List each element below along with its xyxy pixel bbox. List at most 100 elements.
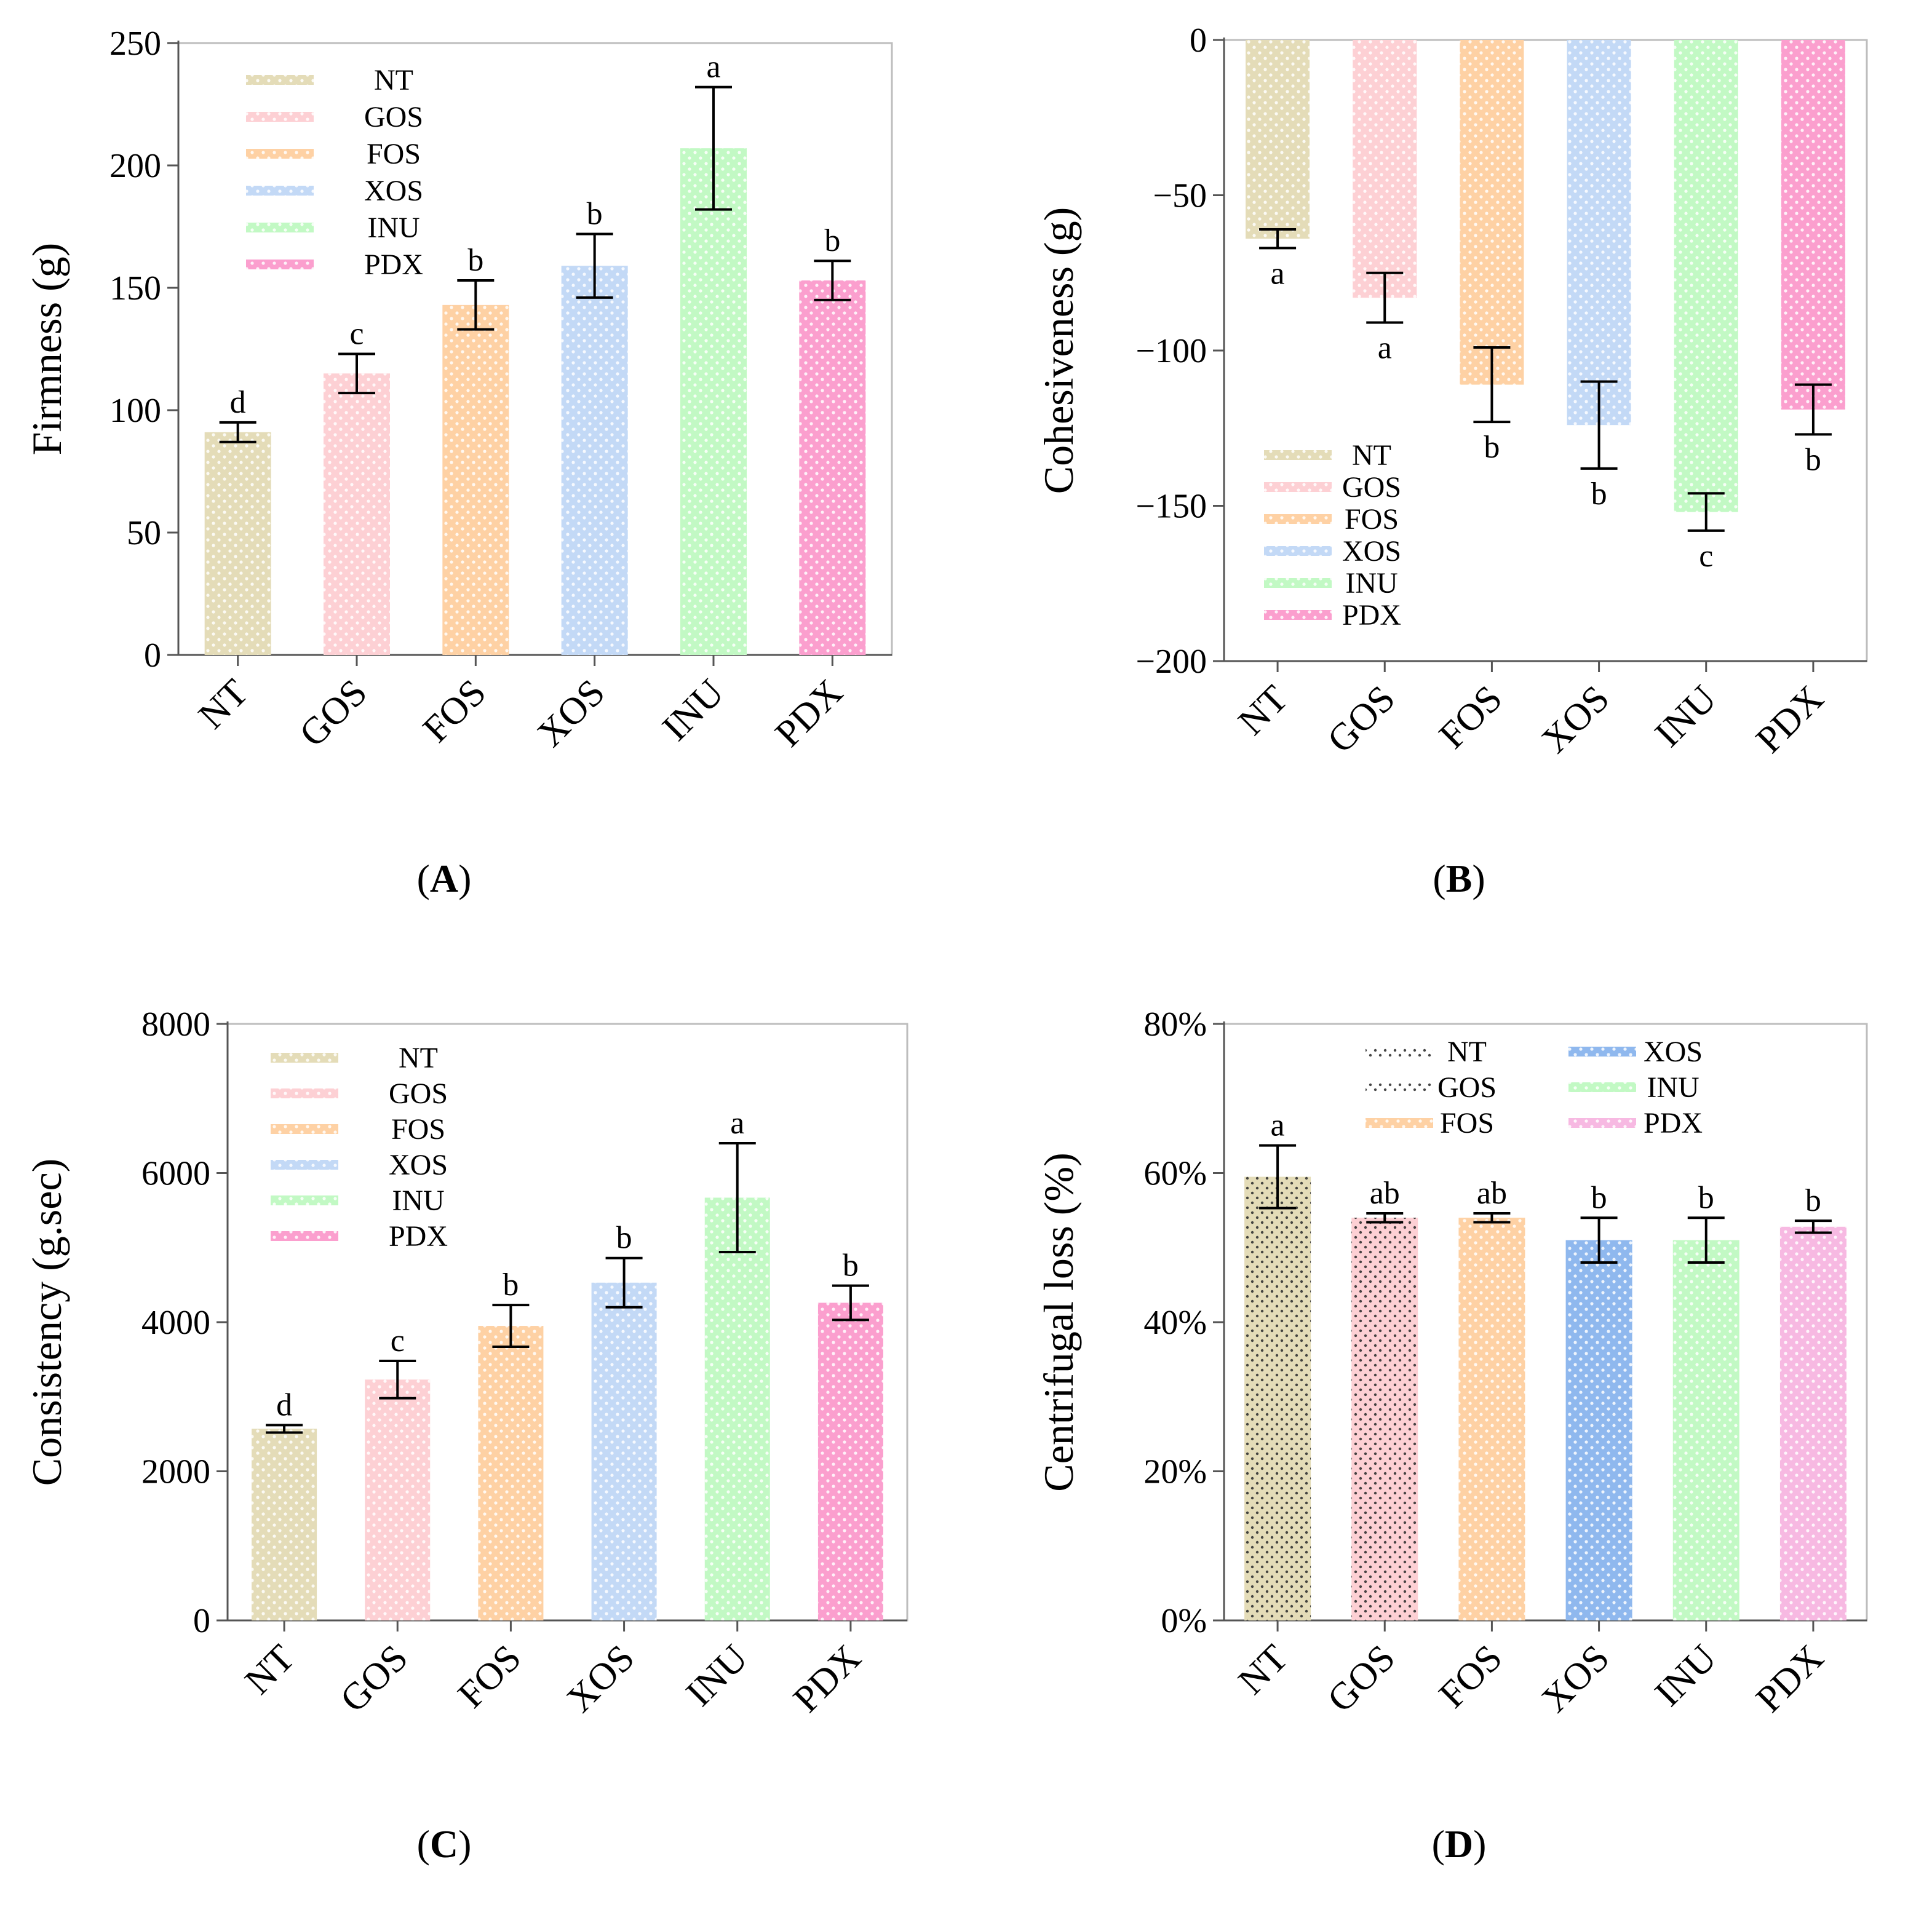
bar-pattern-XOS [591, 1282, 657, 1620]
bar-pattern-GOS [1353, 40, 1417, 298]
y-tick-label: 0 [1190, 22, 1207, 60]
legend-swatch-pattern-PDX [271, 1231, 338, 1241]
legend-label-PDX: PDX [1342, 599, 1401, 632]
legend-label-XOS: XOS [1644, 1036, 1703, 1068]
bar-pattern-NT [1246, 40, 1310, 239]
legend-swatch-pattern-GOS [271, 1088, 338, 1098]
legend-swatch-pattern-GOS [1366, 1082, 1433, 1092]
legend-label-INU: INU [367, 212, 419, 244]
y-tick-label: 6000 [141, 1155, 210, 1193]
legend-swatch-pattern-FOS [1366, 1118, 1433, 1128]
significance-INU: a [730, 1106, 744, 1141]
bar-pattern-GOS [1351, 1218, 1418, 1620]
x-tick-label-GOS: GOS [332, 1637, 416, 1721]
legend-swatch-pattern-FOS [271, 1124, 338, 1134]
x-tick-label-FOS: FOS [1431, 678, 1511, 757]
significance-NT: d [230, 385, 246, 420]
y-tick-label: −150 [1135, 488, 1207, 526]
panel-B: −200 −150 −100 −50 0 Cohesiveness (g) a NT a GOS b… [1035, 22, 1868, 900]
y-axis-title: Centrifugal loss (%) [1035, 1152, 1082, 1491]
bar-pattern-FOS [1460, 40, 1524, 385]
y-tick-label: 20% [1143, 1453, 1207, 1491]
y-tick-label: 100 [109, 392, 161, 430]
legend-swatch-pattern-NT [1366, 1047, 1433, 1057]
bar-pattern-PDX [817, 1302, 883, 1620]
y-tick-label: −100 [1135, 332, 1207, 370]
plot-frame [1223, 1023, 1868, 1622]
significance-INU: b [1698, 1180, 1714, 1215]
plot-frame [177, 42, 893, 656]
y-tick-label: 40% [1143, 1304, 1207, 1342]
x-tick-label-NT: NT [191, 672, 256, 737]
y-tick-label: 60% [1143, 1155, 1207, 1193]
legend-label-INU: INU [1345, 567, 1397, 600]
legend-label-FOS: FOS [1345, 503, 1399, 536]
bar-pattern-GOS [324, 373, 390, 655]
legend-label-FOS: FOS [1440, 1107, 1494, 1140]
plot-frame [226, 1023, 908, 1622]
legend-label-NT: NT [1447, 1036, 1487, 1068]
bar-pattern-PDX [1781, 40, 1845, 410]
bar-pattern-PDX [1779, 1226, 1847, 1620]
legend-label-PDX: PDX [389, 1220, 448, 1253]
x-tick-label-PDX: PDX [1748, 678, 1832, 761]
x-tick-label-PDX: PDX [785, 1637, 869, 1721]
bar-pattern-XOS [561, 266, 628, 655]
significance-PDX: b [1805, 1183, 1821, 1218]
x-tick-label-XOS: XOS [530, 672, 613, 755]
legend-swatch-pattern-PDX [1264, 610, 1332, 620]
x-tick-label-INU: INU [654, 672, 732, 749]
y-tick-label: 200 [109, 147, 161, 185]
significance-PDX: b [843, 1248, 859, 1283]
y-tick-label: 80% [1143, 1005, 1207, 1044]
bar-pattern-FOS [478, 1326, 544, 1620]
y-axis-title: Consistency (g.sec) [23, 1159, 70, 1486]
legend-label-FOS: FOS [367, 138, 421, 170]
bar-pattern-PDX [799, 280, 866, 655]
significance-GOS: c [391, 1323, 405, 1358]
y-tick-label: 0% [1161, 1602, 1207, 1640]
significance-NT: a [1271, 1108, 1285, 1143]
x-tick-label-INU: INU [1647, 678, 1725, 755]
bar-pattern-INU [704, 1197, 770, 1620]
significance-INU: a [706, 50, 720, 85]
x-tick-label-PDX: PDX [1748, 1637, 1832, 1721]
panel-label-A: (A) [417, 857, 472, 900]
significance-XOS: b [587, 196, 603, 231]
y-tick-label: 50 [127, 514, 161, 552]
y-tick-label: 250 [109, 25, 161, 63]
bar-pattern-INU [680, 148, 747, 655]
significance-GOS: c [349, 316, 364, 351]
panel-label-B: (B) [1433, 857, 1485, 900]
x-tick-label-FOS: FOS [415, 672, 495, 751]
legend-label-FOS: FOS [391, 1113, 445, 1146]
legend-swatch-pattern-NT [1264, 450, 1332, 460]
y-tick-label: 0 [144, 636, 161, 675]
significance-FOS: ab [1477, 1176, 1507, 1211]
legend-label-NT: NT [374, 64, 413, 97]
legend-swatch-pattern-INU [1264, 578, 1332, 588]
significance-NT: d [276, 1387, 292, 1422]
x-tick-label-NT: NT [1230, 1637, 1296, 1703]
bar-pattern-INU [1674, 40, 1738, 512]
x-tick-label-INU: INU [678, 1637, 756, 1715]
panel-C: 0 2000 4000 6000 8000 Consistency (g.sec) d NT c… [23, 1005, 908, 1866]
y-tick-label: 0 [193, 1602, 210, 1640]
x-tick-label-XOS: XOS [1534, 1637, 1618, 1721]
y-tick-label: 2000 [141, 1453, 210, 1491]
panel-label-C: (C) [417, 1822, 472, 1866]
significance-PDX: b [824, 223, 840, 258]
x-tick-label-NT: NT [1230, 678, 1296, 743]
bar-pattern-FOS [1458, 1218, 1525, 1620]
legend-swatch-pattern-GOS [1264, 482, 1332, 492]
x-tick-label-XOS: XOS [559, 1637, 643, 1721]
legend-swatch-pattern-XOS [1264, 546, 1332, 556]
bar-pattern-FOS [442, 304, 509, 655]
legend-swatch-pattern-XOS [271, 1160, 338, 1170]
significance-XOS: b [1591, 477, 1607, 512]
significance-GOS: ab [1370, 1176, 1400, 1211]
x-tick-label-GOS: GOS [1319, 1637, 1403, 1721]
